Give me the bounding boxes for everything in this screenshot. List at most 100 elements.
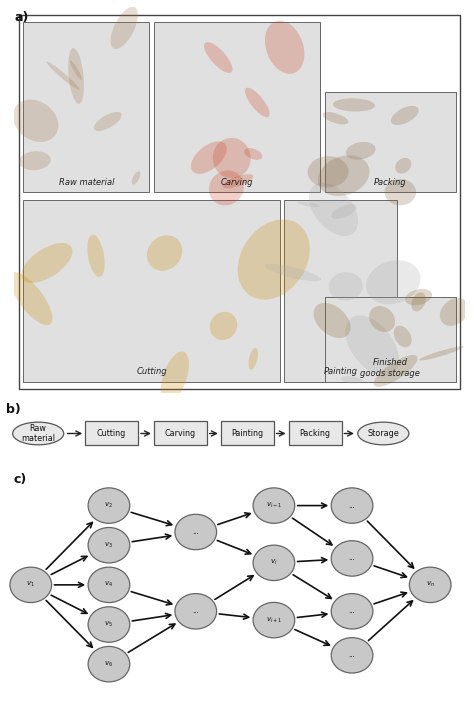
Ellipse shape xyxy=(322,112,348,124)
Ellipse shape xyxy=(19,151,51,170)
Ellipse shape xyxy=(318,155,370,196)
Text: $v_{i-1}$: $v_{i-1}$ xyxy=(265,501,282,510)
Text: $v_4$: $v_4$ xyxy=(104,581,113,590)
Ellipse shape xyxy=(394,326,411,347)
Ellipse shape xyxy=(374,355,418,387)
Text: $v_i$: $v_i$ xyxy=(270,558,278,567)
Text: Raw material: Raw material xyxy=(58,178,114,187)
Ellipse shape xyxy=(346,142,375,159)
Ellipse shape xyxy=(331,204,356,219)
Ellipse shape xyxy=(244,148,263,160)
Text: $v_1$: $v_1$ xyxy=(27,581,35,590)
Text: Cutting: Cutting xyxy=(136,366,167,376)
Ellipse shape xyxy=(366,260,420,305)
Text: $v_5$: $v_5$ xyxy=(104,620,113,629)
Text: Finished
goods storage: Finished goods storage xyxy=(360,358,420,378)
FancyBboxPatch shape xyxy=(154,22,320,192)
Text: ...: ... xyxy=(192,609,199,614)
FancyBboxPatch shape xyxy=(23,200,280,381)
Ellipse shape xyxy=(9,272,53,325)
Ellipse shape xyxy=(88,488,130,523)
Ellipse shape xyxy=(405,289,432,305)
Ellipse shape xyxy=(297,201,320,207)
Text: b): b) xyxy=(6,403,20,416)
Ellipse shape xyxy=(309,183,358,236)
Ellipse shape xyxy=(329,272,363,300)
FancyBboxPatch shape xyxy=(325,296,456,381)
FancyBboxPatch shape xyxy=(154,421,207,446)
Ellipse shape xyxy=(265,21,304,74)
FancyBboxPatch shape xyxy=(325,92,456,192)
Ellipse shape xyxy=(94,112,122,131)
Ellipse shape xyxy=(213,138,251,178)
Ellipse shape xyxy=(331,594,373,629)
Text: $v_6$: $v_6$ xyxy=(104,660,113,669)
Ellipse shape xyxy=(210,312,237,340)
Text: Packing: Packing xyxy=(300,429,330,438)
Text: ...: ... xyxy=(349,503,356,508)
Ellipse shape xyxy=(88,647,130,682)
Ellipse shape xyxy=(245,88,270,117)
Ellipse shape xyxy=(87,234,105,277)
Ellipse shape xyxy=(70,60,82,80)
Text: $v_2$: $v_2$ xyxy=(104,501,113,510)
Text: Painting: Painting xyxy=(231,429,263,438)
Ellipse shape xyxy=(21,243,73,283)
Ellipse shape xyxy=(331,488,373,523)
Text: ...: ... xyxy=(192,529,199,535)
Ellipse shape xyxy=(110,7,138,49)
Ellipse shape xyxy=(346,315,399,376)
Text: Painting: Painting xyxy=(324,366,358,376)
FancyBboxPatch shape xyxy=(23,22,149,192)
Ellipse shape xyxy=(313,303,351,338)
Ellipse shape xyxy=(175,515,217,550)
Ellipse shape xyxy=(191,141,227,174)
Text: ...: ... xyxy=(349,652,356,658)
Ellipse shape xyxy=(237,220,310,300)
Ellipse shape xyxy=(68,48,84,104)
Ellipse shape xyxy=(10,567,52,602)
Ellipse shape xyxy=(333,98,375,112)
Ellipse shape xyxy=(253,545,295,581)
Text: $v_{i+1}$: $v_{i+1}$ xyxy=(265,616,282,625)
Ellipse shape xyxy=(369,306,395,332)
FancyBboxPatch shape xyxy=(284,200,397,381)
Ellipse shape xyxy=(204,42,233,73)
Ellipse shape xyxy=(161,352,189,403)
Text: Cutting: Cutting xyxy=(97,429,126,438)
Ellipse shape xyxy=(209,171,244,206)
Text: Packing: Packing xyxy=(374,178,407,187)
Text: Carving: Carving xyxy=(165,429,196,438)
FancyBboxPatch shape xyxy=(221,421,273,446)
FancyBboxPatch shape xyxy=(85,421,138,446)
Ellipse shape xyxy=(253,602,295,638)
Ellipse shape xyxy=(331,637,373,673)
Text: $v_n$: $v_n$ xyxy=(426,581,435,590)
Ellipse shape xyxy=(13,100,58,142)
Ellipse shape xyxy=(13,422,64,445)
Ellipse shape xyxy=(440,298,469,326)
Ellipse shape xyxy=(175,594,217,629)
Text: ...: ... xyxy=(349,555,356,562)
Ellipse shape xyxy=(341,376,363,383)
Ellipse shape xyxy=(395,158,411,173)
Ellipse shape xyxy=(46,62,80,90)
Ellipse shape xyxy=(419,346,464,361)
Text: Raw
material: Raw material xyxy=(21,424,55,443)
Ellipse shape xyxy=(358,422,409,445)
Ellipse shape xyxy=(147,235,182,271)
FancyBboxPatch shape xyxy=(289,421,341,446)
Ellipse shape xyxy=(253,488,295,523)
Ellipse shape xyxy=(132,171,140,185)
Ellipse shape xyxy=(331,541,373,576)
Ellipse shape xyxy=(308,156,348,187)
Text: ...: ... xyxy=(349,609,356,614)
Ellipse shape xyxy=(88,607,130,642)
Ellipse shape xyxy=(410,567,451,602)
Text: $v_3$: $v_3$ xyxy=(104,541,113,550)
Ellipse shape xyxy=(88,567,130,602)
FancyBboxPatch shape xyxy=(18,15,460,389)
Ellipse shape xyxy=(264,264,321,282)
Ellipse shape xyxy=(248,348,258,370)
Ellipse shape xyxy=(411,293,426,312)
